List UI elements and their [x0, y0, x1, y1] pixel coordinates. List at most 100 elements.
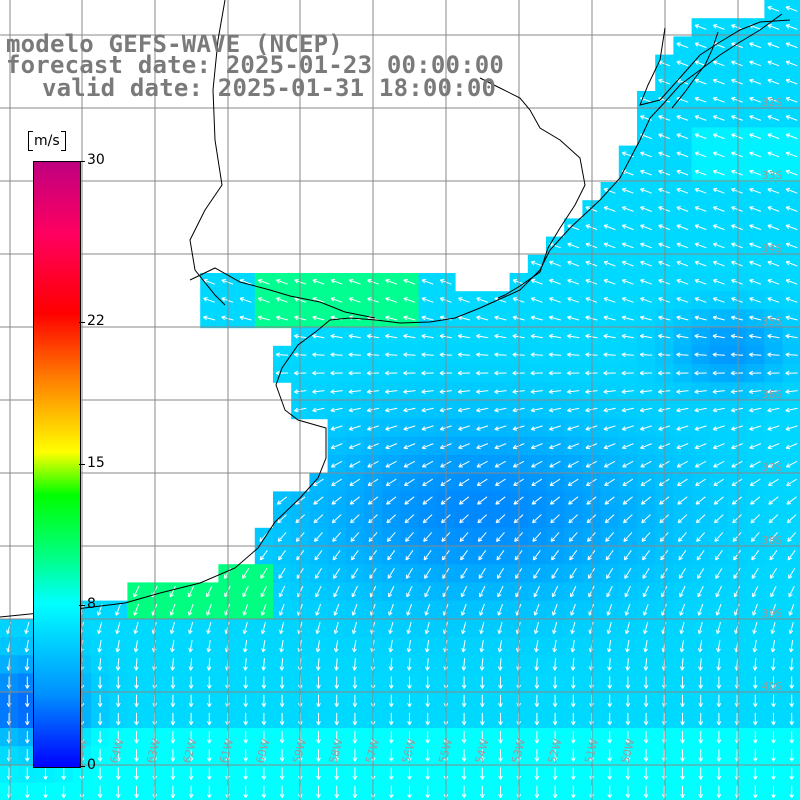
- wind-arrow: [570, 585, 577, 598]
- lon-label: 54W: [473, 737, 492, 765]
- wind-arrow: [403, 333, 416, 339]
- wind-arrow: [406, 585, 413, 598]
- wind-arrow: [785, 5, 798, 12]
- wind-arrow: [530, 278, 543, 285]
- wind-arrow: [530, 425, 543, 431]
- wind-arrow: [316, 694, 321, 707]
- wind-arrow: [712, 151, 725, 158]
- wind-arrow: [567, 407, 580, 413]
- wind-arrow: [624, 603, 631, 616]
- wind-arrow: [730, 389, 744, 394]
- wind-arrow: [279, 621, 285, 635]
- wind-arrow: [421, 297, 434, 303]
- wind-arrow: [407, 712, 412, 726]
- wind-arrow: [133, 621, 139, 635]
- wind-arrow: [679, 658, 685, 671]
- wind-arrow: [623, 550, 632, 561]
- wind-arrow: [348, 425, 361, 431]
- wind-arrow: [694, 78, 707, 85]
- wind-arrow: [767, 278, 780, 285]
- wind-arrow: [97, 712, 103, 726]
- wind-arrow: [206, 767, 212, 780]
- wind-arrow: [770, 658, 776, 671]
- wind-arrow: [239, 297, 252, 303]
- wind-arrow: [786, 478, 797, 486]
- wind-arrow: [461, 767, 467, 780]
- wind-arrow: [261, 731, 267, 744]
- wind-arrow: [769, 550, 778, 561]
- wind-arrow: [279, 749, 285, 762]
- wind-arrow: [731, 224, 743, 231]
- wind-arrow: [330, 425, 343, 431]
- wind-arrow: [785, 352, 798, 358]
- wind-arrow: [625, 785, 631, 798]
- lon-label: 52W: [546, 737, 565, 765]
- wind-arrow: [694, 260, 707, 267]
- wind-arrow: [749, 260, 762, 267]
- wind-arrow: [497, 621, 503, 635]
- wind-arrow: [607, 785, 613, 798]
- wind-arrow: [534, 676, 540, 689]
- wind-arrow: [261, 712, 267, 726]
- wind-arrow: [676, 242, 689, 249]
- wind-arrow: [640, 187, 652, 194]
- wind-arrow: [188, 676, 194, 689]
- wind-arrow: [334, 676, 340, 689]
- wind-arrow: [698, 785, 704, 798]
- wind-arrow: [388, 749, 394, 762]
- wind-arrow: [622, 460, 634, 468]
- wind-arrow: [530, 407, 543, 413]
- wind-arrow: [494, 460, 507, 468]
- wind-arrow: [61, 767, 67, 780]
- lon-label: 62W: [181, 737, 200, 765]
- wind-arrow: [278, 567, 286, 579]
- wind-arrow: [658, 206, 671, 212]
- wind-arrow: [771, 731, 776, 744]
- wind-arrow: [640, 115, 652, 121]
- wind-arrow: [787, 550, 796, 561]
- wind-arrow: [767, 425, 780, 431]
- wind-arrow: [313, 478, 324, 486]
- wind-arrow: [534, 731, 540, 744]
- wind-arrow: [188, 694, 194, 707]
- wind-arrow: [421, 425, 434, 431]
- wind-arrow: [275, 370, 289, 376]
- wind-arrow: [767, 96, 780, 103]
- wind-arrow: [187, 603, 194, 616]
- wind-arrow: [388, 640, 394, 653]
- wind-arrow: [133, 585, 140, 598]
- wind-arrow: [716, 694, 722, 707]
- wind-arrow: [606, 603, 613, 616]
- wind-arrow: [785, 187, 798, 194]
- wind-arrow: [676, 42, 689, 49]
- wind-arrow: [479, 585, 486, 598]
- wind-arrow: [134, 731, 139, 744]
- wind-arrow: [697, 567, 705, 579]
- wind-arrow: [625, 640, 630, 653]
- wind-arrow: [695, 478, 706, 486]
- wind-arrow: [715, 585, 722, 598]
- wind-arrow: [680, 785, 685, 798]
- wind-arrow: [567, 260, 580, 267]
- wind-arrow: [658, 315, 671, 321]
- wind-arrow: [712, 24, 725, 30]
- wind-arrow: [206, 603, 212, 616]
- wind-arrow: [242, 567, 250, 579]
- wind-arrow: [243, 749, 249, 762]
- wind-arrow: [676, 206, 689, 212]
- wind-arrow: [334, 785, 340, 798]
- wind-arrow: [785, 242, 798, 249]
- wind-arrow: [332, 532, 342, 542]
- wind-arrow: [314, 532, 323, 542]
- wind-arrow: [548, 407, 562, 413]
- wind-arrow: [551, 603, 558, 616]
- wind-arrow: [533, 621, 539, 635]
- wind-arrow: [404, 514, 415, 524]
- wind-arrow: [348, 443, 361, 450]
- wind-arrow: [786, 514, 797, 524]
- wind-arrow: [349, 496, 360, 505]
- wind-arrow: [497, 585, 504, 598]
- wind-arrow: [789, 712, 795, 726]
- wind-arrow: [206, 749, 212, 762]
- wind-arrow: [261, 658, 267, 671]
